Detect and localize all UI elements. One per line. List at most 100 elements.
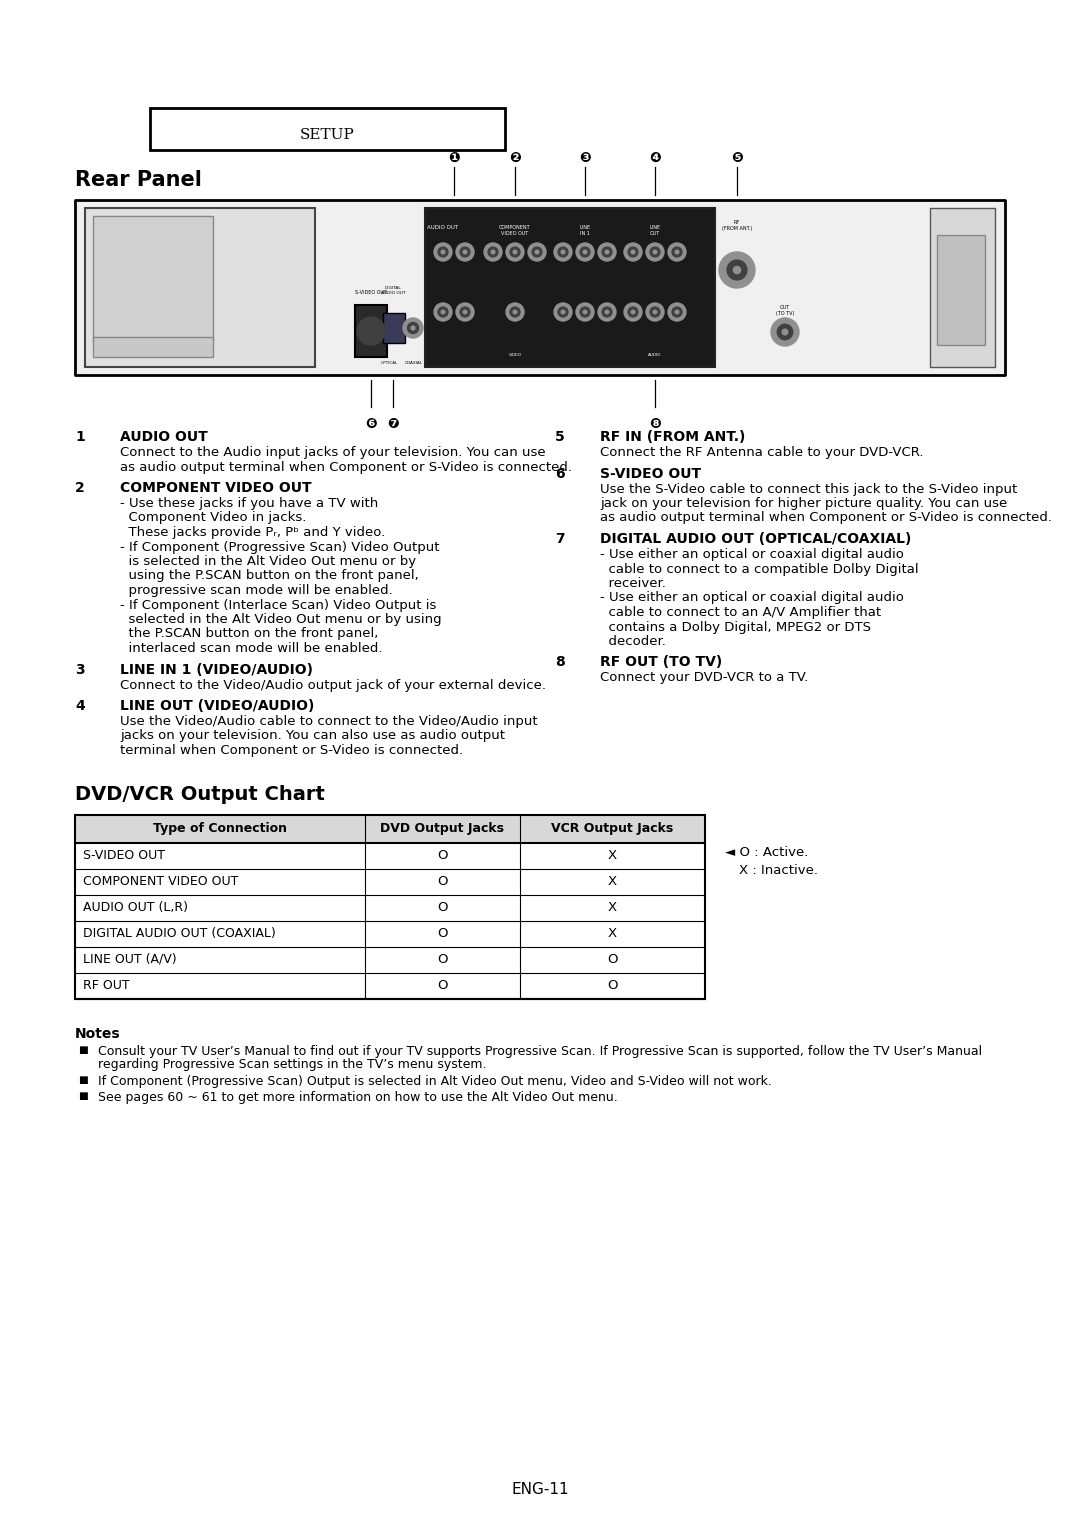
Circle shape bbox=[602, 248, 612, 257]
Circle shape bbox=[675, 251, 679, 254]
Circle shape bbox=[629, 307, 638, 316]
Text: 5: 5 bbox=[555, 429, 565, 445]
Text: Connect to the Video/Audio output jack of your external device.: Connect to the Video/Audio output jack o… bbox=[120, 678, 546, 692]
Circle shape bbox=[583, 310, 586, 313]
Circle shape bbox=[357, 316, 384, 345]
Text: VIDEO: VIDEO bbox=[509, 353, 522, 358]
Text: ❽: ❽ bbox=[649, 417, 661, 431]
Circle shape bbox=[507, 243, 524, 261]
Text: O: O bbox=[437, 902, 448, 914]
Text: terminal when Component or S-Video is connected.: terminal when Component or S-Video is co… bbox=[120, 744, 463, 756]
Text: regarding Progressive Scan settings in the TV’s menu system.: regarding Progressive Scan settings in t… bbox=[98, 1057, 486, 1071]
Text: LINE IN 1 (VIDEO/AUDIO): LINE IN 1 (VIDEO/AUDIO) bbox=[120, 663, 313, 677]
Text: Connect your DVD-VCR to a TV.: Connect your DVD-VCR to a TV. bbox=[600, 671, 808, 685]
Text: O: O bbox=[437, 850, 448, 862]
Text: interlaced scan mode will be enabled.: interlaced scan mode will be enabled. bbox=[120, 642, 382, 656]
Text: RF IN (FROM ANT.): RF IN (FROM ANT.) bbox=[600, 429, 745, 445]
Circle shape bbox=[484, 243, 502, 261]
Bar bbox=[93, 338, 213, 358]
Text: O: O bbox=[437, 953, 448, 966]
Text: AUDIO OUT (L,R): AUDIO OUT (L,R) bbox=[83, 902, 188, 914]
Circle shape bbox=[624, 243, 642, 261]
Text: Consult your TV User’s Manual to find out if your TV supports Progressive Scan. : Consult your TV User’s Manual to find ou… bbox=[98, 1045, 982, 1057]
Bar bbox=[75, 920, 705, 946]
Text: X: X bbox=[608, 927, 617, 940]
Circle shape bbox=[554, 303, 572, 321]
Text: ❹: ❹ bbox=[649, 151, 661, 165]
Text: as audio output terminal when Component or S-Video is connected.: as audio output terminal when Component … bbox=[600, 512, 1052, 524]
Text: 2: 2 bbox=[75, 481, 84, 495]
Text: cable to connect to a compatible Dolby Digital: cable to connect to a compatible Dolby D… bbox=[600, 562, 919, 576]
Circle shape bbox=[488, 248, 498, 257]
Text: as audio output terminal when Component or S-Video is connected.: as audio output terminal when Component … bbox=[120, 460, 572, 474]
Text: DIGITAL AUDIO OUT (OPTICAL/COAXIAL): DIGITAL AUDIO OUT (OPTICAL/COAXIAL) bbox=[600, 532, 912, 545]
Text: AUDIO: AUDIO bbox=[648, 353, 662, 358]
Bar bbox=[85, 208, 315, 367]
Bar bbox=[93, 215, 213, 341]
Circle shape bbox=[407, 322, 419, 333]
Text: Use the Video/Audio cable to connect to the Video/Audio input: Use the Video/Audio cable to connect to … bbox=[120, 715, 538, 727]
Text: receiver.: receiver. bbox=[600, 578, 666, 590]
Text: ❻: ❻ bbox=[365, 417, 377, 431]
Text: O: O bbox=[607, 979, 618, 992]
Text: cable to connect to an A/V Amplifier that: cable to connect to an A/V Amplifier tha… bbox=[600, 607, 881, 619]
Circle shape bbox=[580, 248, 590, 257]
Text: decoder.: decoder. bbox=[600, 636, 666, 648]
Text: ❺: ❺ bbox=[731, 151, 743, 165]
Text: RF
(FROM ANT.): RF (FROM ANT.) bbox=[721, 220, 752, 231]
Text: DIGITAL
AUDIO OUT: DIGITAL AUDIO OUT bbox=[381, 286, 405, 295]
Circle shape bbox=[650, 307, 660, 316]
Text: O: O bbox=[607, 953, 618, 966]
Text: DVD Output Jacks: DVD Output Jacks bbox=[380, 822, 504, 834]
Circle shape bbox=[646, 303, 664, 321]
Text: SETUP: SETUP bbox=[299, 128, 354, 142]
Text: the P.SCAN button on the front panel,: the P.SCAN button on the front panel, bbox=[120, 628, 378, 640]
Text: - Use either an optical or coaxial digital audio: - Use either an optical or coaxial digit… bbox=[600, 549, 904, 561]
Bar bbox=[930, 208, 995, 367]
Text: selected in the Alt Video Out menu or by using: selected in the Alt Video Out menu or by… bbox=[120, 613, 442, 626]
Circle shape bbox=[528, 243, 546, 261]
Text: - Use these jacks if you have a TV with: - Use these jacks if you have a TV with bbox=[120, 497, 378, 510]
Circle shape bbox=[460, 248, 470, 257]
Text: LINE OUT (VIDEO/AUDIO): LINE OUT (VIDEO/AUDIO) bbox=[120, 698, 314, 714]
Circle shape bbox=[778, 324, 793, 339]
Circle shape bbox=[672, 248, 681, 257]
Text: LINE OUT (A/V): LINE OUT (A/V) bbox=[83, 953, 177, 966]
Bar bbox=[355, 306, 387, 358]
Text: 3: 3 bbox=[75, 663, 84, 677]
Text: COMPONENT
VIDEO OUT: COMPONENT VIDEO OUT bbox=[499, 225, 530, 235]
Text: ■: ■ bbox=[78, 1074, 87, 1085]
Circle shape bbox=[771, 318, 799, 345]
Text: OPTICAL: OPTICAL bbox=[381, 361, 399, 365]
Bar bbox=[75, 868, 705, 894]
Text: See pages 60 ~ 61 to get more information on how to use the Alt Video Out menu.: See pages 60 ~ 61 to get more informatio… bbox=[98, 1091, 618, 1105]
Text: X: X bbox=[608, 902, 617, 914]
Circle shape bbox=[536, 251, 539, 254]
Circle shape bbox=[456, 243, 474, 261]
Circle shape bbox=[782, 329, 787, 335]
Bar bbox=[937, 235, 985, 345]
Circle shape bbox=[513, 251, 517, 254]
Text: is selected in the Alt Video Out menu or by: is selected in the Alt Video Out menu or… bbox=[120, 555, 416, 568]
Circle shape bbox=[602, 307, 612, 316]
Circle shape bbox=[558, 307, 568, 316]
Circle shape bbox=[631, 310, 635, 313]
Text: ■: ■ bbox=[78, 1045, 87, 1054]
Circle shape bbox=[629, 248, 638, 257]
Bar bbox=[383, 313, 405, 342]
Text: DVD/VCR Output Chart: DVD/VCR Output Chart bbox=[75, 784, 325, 804]
Text: COMPONENT VIDEO OUT: COMPONENT VIDEO OUT bbox=[120, 481, 312, 495]
Text: 8: 8 bbox=[555, 656, 565, 669]
Text: using the P.SCAN button on the front panel,: using the P.SCAN button on the front pan… bbox=[120, 570, 419, 582]
Text: These jacks provide Pᵣ, Pᵇ and Y video.: These jacks provide Pᵣ, Pᵇ and Y video. bbox=[120, 526, 386, 539]
Text: S-VIDEO OUT: S-VIDEO OUT bbox=[83, 850, 165, 862]
Text: RF OUT: RF OUT bbox=[83, 979, 130, 992]
Text: ❸: ❸ bbox=[579, 151, 591, 165]
Circle shape bbox=[532, 248, 542, 257]
Circle shape bbox=[491, 251, 495, 254]
Text: If Component (Progressive Scan) Output is selected in Alt Video Out menu, Video : If Component (Progressive Scan) Output i… bbox=[98, 1074, 772, 1088]
Circle shape bbox=[669, 243, 686, 261]
Circle shape bbox=[624, 303, 642, 321]
Text: Notes: Notes bbox=[75, 1027, 121, 1041]
Circle shape bbox=[576, 243, 594, 261]
